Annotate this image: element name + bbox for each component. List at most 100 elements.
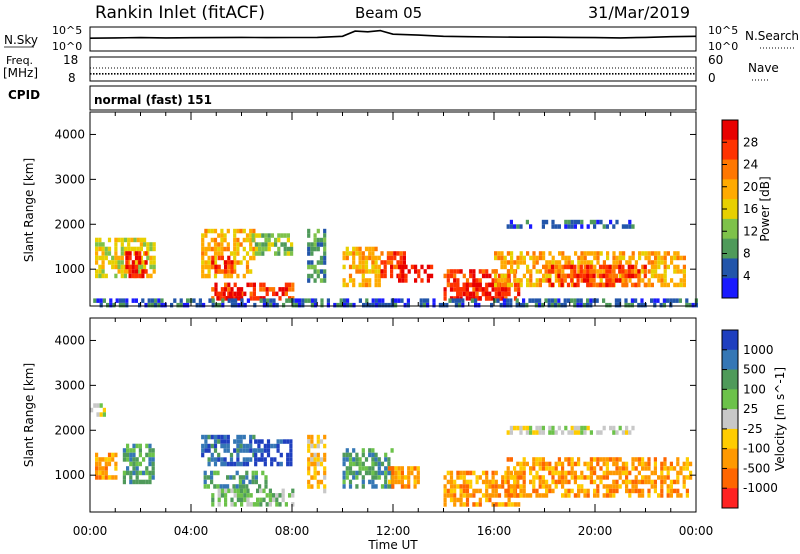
data-cell bbox=[580, 260, 584, 265]
data-cell bbox=[679, 269, 683, 274]
data-cell bbox=[567, 457, 571, 462]
data-cell bbox=[394, 298, 398, 303]
data-cell bbox=[550, 264, 555, 270]
data-cell bbox=[233, 237, 237, 243]
data-cell bbox=[519, 251, 523, 256]
data-cell bbox=[122, 479, 126, 485]
data-cell bbox=[226, 228, 230, 234]
data-cell bbox=[139, 242, 143, 247]
data-cell bbox=[138, 443, 142, 449]
data-cell bbox=[138, 273, 142, 279]
data-cell bbox=[135, 443, 139, 449]
data-cell bbox=[538, 298, 542, 303]
data-cell bbox=[577, 264, 581, 270]
data-cell bbox=[545, 488, 549, 494]
data-cell bbox=[233, 439, 237, 444]
data-cell bbox=[310, 475, 314, 480]
data-cell bbox=[589, 466, 593, 471]
data-cell bbox=[538, 425, 542, 431]
data-cell bbox=[93, 403, 97, 408]
noise-left-tick-top: 10^5 bbox=[52, 24, 82, 37]
data-cell bbox=[236, 273, 240, 279]
nave-label: Nave bbox=[748, 61, 779, 75]
data-cell bbox=[291, 296, 295, 301]
data-cell bbox=[563, 278, 567, 283]
data-cell bbox=[497, 278, 501, 283]
data-cell bbox=[625, 484, 629, 489]
data-cell bbox=[237, 302, 241, 308]
data-cell bbox=[676, 488, 680, 494]
data-cell bbox=[670, 255, 674, 261]
data-cell bbox=[628, 278, 632, 283]
data-cell bbox=[469, 479, 473, 485]
data-cell bbox=[542, 255, 546, 261]
data-cell bbox=[211, 287, 215, 292]
data-cell bbox=[233, 255, 237, 261]
data-cell bbox=[133, 246, 137, 252]
data-cell bbox=[474, 298, 478, 303]
data-cell bbox=[201, 273, 205, 279]
data-cell bbox=[625, 461, 629, 467]
y-tick-label: 3000 bbox=[54, 172, 85, 186]
data-cell bbox=[352, 475, 356, 480]
data-cell bbox=[541, 479, 545, 485]
data-cell bbox=[660, 278, 664, 283]
data-cell bbox=[201, 233, 205, 238]
data-cell bbox=[361, 484, 365, 489]
data-cell bbox=[217, 452, 221, 458]
data-cell bbox=[538, 251, 542, 256]
data-cell bbox=[214, 264, 218, 270]
data-cell bbox=[462, 484, 466, 489]
data-cell bbox=[98, 237, 102, 243]
data-cell bbox=[245, 237, 250, 243]
data-cell bbox=[485, 273, 489, 279]
data-cell bbox=[516, 278, 520, 283]
data-cell bbox=[494, 273, 498, 279]
data-cell bbox=[522, 461, 526, 467]
data-cell bbox=[634, 475, 638, 480]
data-cell bbox=[596, 430, 600, 435]
data-cell bbox=[449, 269, 454, 274]
data-cell bbox=[532, 475, 536, 480]
data-cell bbox=[120, 260, 124, 265]
data-cell bbox=[614, 302, 618, 308]
data-cell bbox=[570, 273, 574, 279]
data-cell bbox=[666, 251, 670, 256]
data-cell bbox=[355, 457, 359, 462]
data-cell bbox=[201, 452, 205, 458]
data-cell bbox=[647, 282, 651, 288]
data-cell bbox=[275, 302, 279, 308]
data-cell bbox=[516, 255, 520, 261]
data-cell bbox=[426, 273, 430, 279]
data-cell bbox=[252, 228, 256, 234]
data-cell bbox=[602, 269, 606, 274]
data-cell bbox=[380, 260, 384, 265]
data-cell bbox=[644, 461, 648, 467]
data-cell bbox=[269, 302, 273, 308]
data-cell bbox=[577, 425, 581, 431]
data-cell bbox=[485, 484, 489, 489]
data-cell bbox=[468, 296, 473, 301]
data-cell bbox=[368, 466, 372, 471]
data-cell bbox=[229, 475, 233, 480]
data-cell bbox=[201, 269, 205, 274]
data-cell bbox=[224, 287, 228, 292]
data-cell bbox=[561, 255, 565, 261]
data-cell bbox=[201, 260, 205, 265]
data-cell bbox=[201, 443, 205, 449]
data-cell bbox=[222, 296, 226, 301]
data-cell bbox=[126, 452, 130, 458]
data-cell bbox=[465, 479, 470, 485]
data-cell bbox=[104, 246, 108, 252]
data-cell bbox=[548, 488, 552, 494]
data-cell bbox=[272, 493, 276, 498]
data-cell bbox=[307, 278, 311, 283]
data-cell bbox=[245, 475, 249, 480]
data-cell bbox=[286, 452, 290, 458]
data-cell bbox=[117, 255, 121, 261]
data-cell bbox=[522, 475, 526, 480]
data-cell bbox=[676, 251, 680, 256]
data-cell bbox=[485, 475, 489, 480]
data-cell bbox=[669, 298, 673, 303]
data-cell bbox=[387, 484, 391, 489]
